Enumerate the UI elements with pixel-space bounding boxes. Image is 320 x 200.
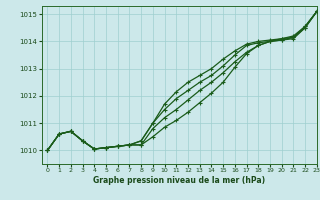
X-axis label: Graphe pression niveau de la mer (hPa): Graphe pression niveau de la mer (hPa)	[93, 176, 265, 185]
